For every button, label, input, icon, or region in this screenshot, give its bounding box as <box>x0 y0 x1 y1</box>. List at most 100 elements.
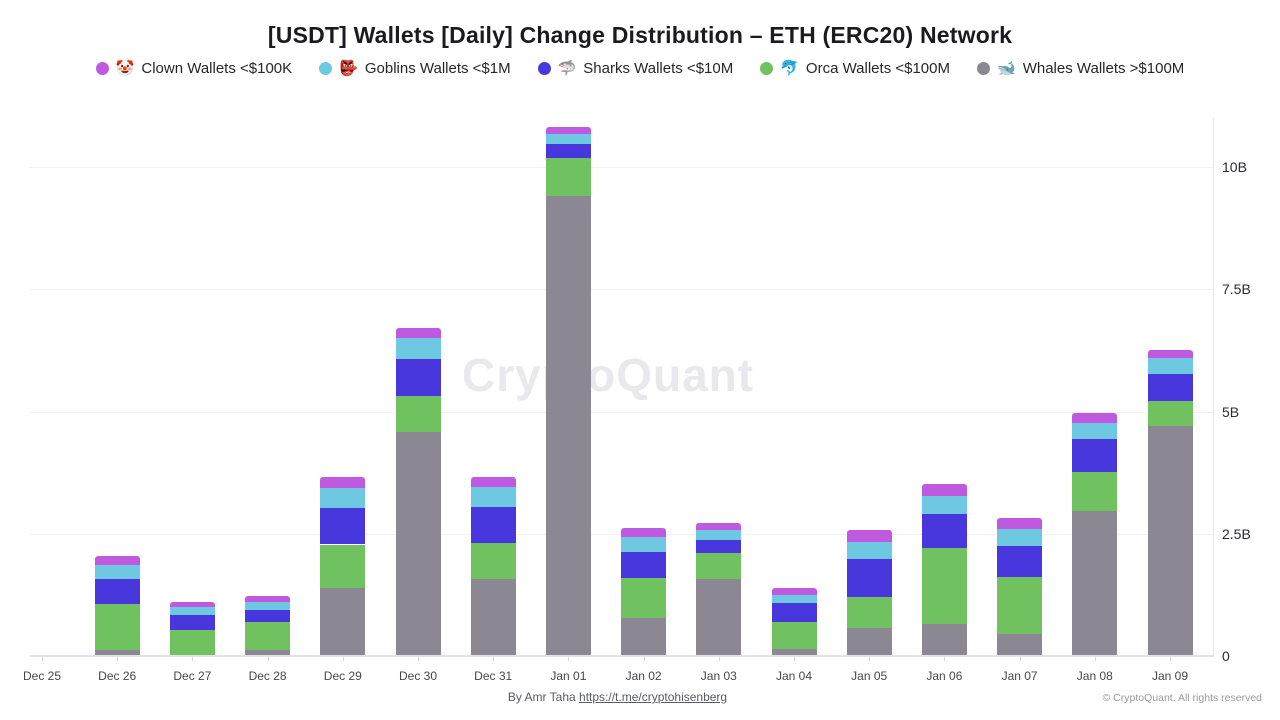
x-tick <box>418 657 419 661</box>
goblins-emoji-icon: 👺 <box>339 59 358 77</box>
bar-segment-orca-dec-31 <box>470 542 516 580</box>
bar-segment-goblins-dec-31 <box>470 486 516 507</box>
x-tick-label: Jan 03 <box>700 669 737 683</box>
x-tick <box>267 657 269 661</box>
y-tick-label: 2.5B <box>1222 525 1251 542</box>
legend-label: Clown Wallets <$100K <box>141 60 293 77</box>
bar-segment-orca-jan-07 <box>997 577 1043 634</box>
bar-segment-clown-jan-08 <box>1072 412 1118 423</box>
bar-segment-orca-jan-03 <box>696 553 742 580</box>
legend-item-sharks[interactable]: 🦈 Sharks Wallets <$10M <box>537 59 734 77</box>
bar-segment-clown-jan-06 <box>921 484 967 497</box>
bar-segment-orca-dec-30 <box>395 396 441 432</box>
bar-segment-sharks-dec-26 <box>94 579 140 605</box>
bar-segment-sharks-jan-07 <box>997 546 1043 578</box>
bar-segment-clown-dec-31 <box>470 476 516 487</box>
y-tick-label: 0 <box>1222 648 1230 664</box>
x-tick-label: Jan 01 <box>550 669 587 683</box>
x-tick-label: Dec 27 <box>173 669 212 683</box>
bar-segment-goblins-jan-06 <box>921 496 967 515</box>
bar-segment-orca-jan-08 <box>1072 471 1118 511</box>
bar-segment-whales-dec-31 <box>470 579 516 656</box>
x-tick <box>568 657 570 661</box>
whales-color-dot <box>977 62 990 75</box>
bar-segment-whales-jan-05 <box>846 628 892 656</box>
legend-item-goblins[interactable]: 👺 Goblins Wallets <$1M <box>319 59 511 77</box>
bar-segment-goblins-dec-29 <box>320 488 366 509</box>
y-tick-label: 7.5B <box>1222 281 1251 298</box>
bar-segment-goblins-dec-28 <box>245 601 291 610</box>
bar-segment-goblins-dec-27 <box>169 606 215 615</box>
x-tick <box>944 657 946 661</box>
clown-color-dot <box>95 62 109 75</box>
bar-segment-clown-dec-27 <box>169 601 215 607</box>
clown-emoji-icon: 🤡 <box>115 59 135 77</box>
gridline-7.5B <box>30 289 1213 291</box>
bar-segment-sharks-dec-28 <box>245 609 291 622</box>
bar-segment-clown-jan-01 <box>545 126 591 135</box>
bar-segment-whales-jan-04 <box>771 649 817 656</box>
x-tick-label: Jan 06 <box>926 669 963 683</box>
sharks-emoji-icon: 🦈 <box>557 59 577 77</box>
byline: By Amr Taha https://t.me/cryptohisenberg <box>0 690 1235 704</box>
chart-title: [USDT] Wallets [Daily] Change Distributi… <box>267 22 1013 48</box>
x-tick <box>42 657 43 661</box>
bar-segment-sharks-jan-08 <box>1072 438 1118 472</box>
y-tick-label: 5B <box>1222 403 1240 420</box>
legend-item-orca[interactable]: 🐬 Orca Wallets <$100M <box>760 60 950 77</box>
bar-segment-orca-jan-06 <box>921 548 967 625</box>
y-tick-label: 10B <box>1222 159 1247 175</box>
bar-segment-clown-jan-05 <box>846 530 892 543</box>
legend-label: Orca Wallets <$100M <box>805 60 950 77</box>
bar-segment-goblins-jan-09 <box>1147 358 1193 375</box>
x-tick-label: Dec 26 <box>98 669 137 683</box>
bar-segment-whales-dec-26 <box>94 650 140 656</box>
bar-segment-sharks-jan-06 <box>921 514 967 549</box>
x-tick <box>869 657 871 661</box>
bar-segment-clown-jan-09 <box>1147 349 1193 359</box>
bar-segment-goblins-jan-02 <box>621 536 667 552</box>
bar-segment-goblins-jan-07 <box>997 528 1043 547</box>
legend-label: Whales Wallets >$100M <box>1022 60 1185 77</box>
orca-color-dot <box>760 62 774 75</box>
bar-segment-goblins-dec-30 <box>395 338 441 359</box>
bar-segment-orca-jan-01 <box>545 157 591 196</box>
gridline-5B <box>30 411 1213 413</box>
bar-segment-sharks-jan-04 <box>771 603 817 622</box>
x-tick <box>117 657 119 661</box>
bar-segment-goblins-dec-26 <box>94 565 140 580</box>
sharks-color-dot <box>537 62 551 75</box>
bar-segment-goblins-jan-08 <box>1072 422 1118 439</box>
bar-segment-clown-dec-29 <box>320 476 366 489</box>
x-tick-label: Dec 30 <box>398 669 438 683</box>
x-tick-label: Jan 08 <box>1076 669 1113 683</box>
byline-text: By Amr Taha <box>507 690 576 704</box>
copyright-text: © CryptoQuant. All rights reserved <box>1102 692 1262 704</box>
bar-segment-clown-jan-03 <box>696 523 742 531</box>
bar-segment-sharks-dec-27 <box>169 614 215 631</box>
legend-item-clown[interactable]: 🤡 Clown Wallets <$100K <box>95 59 293 77</box>
bar-segment-whales-jan-09 <box>1147 426 1193 656</box>
bar-segment-goblins-jan-04 <box>771 594 817 604</box>
legend-item-whales[interactable]: 🐋 Whales Wallets >$100M <box>977 60 1184 77</box>
bar-segment-orca-dec-27 <box>169 630 215 656</box>
telegram-link[interactable]: https://t.me/cryptohisenberg <box>579 690 728 704</box>
x-axis-line <box>30 655 1213 657</box>
bar-segment-orca-jan-02 <box>621 578 667 619</box>
bar-segment-goblins-jan-05 <box>846 542 892 560</box>
bar-segment-orca-jan-09 <box>1147 401 1193 427</box>
bar-segment-whales-jan-08 <box>1072 510 1118 656</box>
bar-segment-whales-dec-29 <box>320 587 366 656</box>
x-tick-label: Jan 04 <box>775 669 813 683</box>
bar-segment-sharks-jan-03 <box>696 540 742 554</box>
bar-segment-clown-dec-28 <box>245 595 291 602</box>
x-tick-label: Dec 25 <box>22 669 62 683</box>
x-tick-label: Dec 29 <box>323 669 362 683</box>
bar-segment-orca-jan-04 <box>771 621 817 650</box>
x-tick <box>192 657 194 661</box>
bar-segment-orca-dec-29 <box>320 544 366 588</box>
x-tick <box>1019 657 1021 661</box>
legend-label: Sharks Wallets <$10M <box>583 60 734 77</box>
bar-segment-whales-jan-07 <box>997 633 1043 656</box>
